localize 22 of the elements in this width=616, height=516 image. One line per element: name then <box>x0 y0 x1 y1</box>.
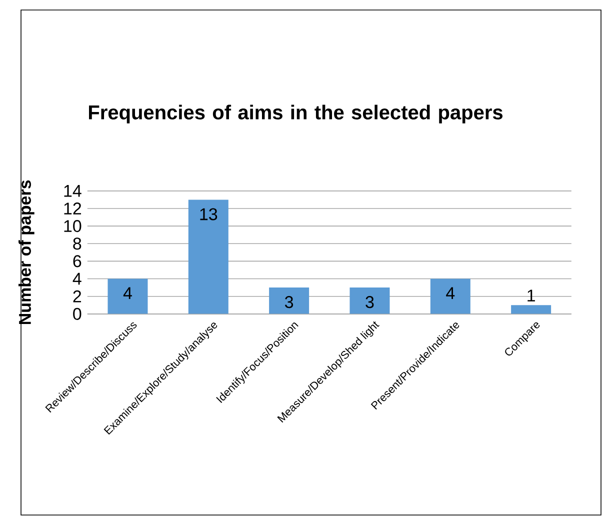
y-axis-title: Number of papers <box>18 180 34 324</box>
y-tick-label: 12 <box>64 202 82 214</box>
y-tick-label: 14 <box>64 185 82 197</box>
bar <box>269 288 310 314</box>
data-label: 4 <box>123 287 132 299</box>
chart-title: Frequencies of aims in the selected papers <box>89 104 502 124</box>
bar <box>350 288 390 314</box>
y-tick-label: 10 <box>64 220 82 232</box>
bar <box>188 200 228 314</box>
data-label: 3 <box>284 296 294 308</box>
data-label: 13 <box>200 208 218 220</box>
y-tick-label: 8 <box>73 238 82 250</box>
bar <box>108 278 148 314</box>
y-tick-label: 0 <box>73 308 82 320</box>
bar <box>430 278 470 314</box>
data-label: 4 <box>446 287 455 299</box>
data-label: 3 <box>366 296 374 308</box>
data-label: 1 <box>528 290 535 302</box>
y-tick-label: 4 <box>72 272 82 285</box>
y-tick-label: 6 <box>73 255 82 268</box>
y-tick-label: 2 <box>73 290 82 302</box>
bar <box>511 305 552 314</box>
